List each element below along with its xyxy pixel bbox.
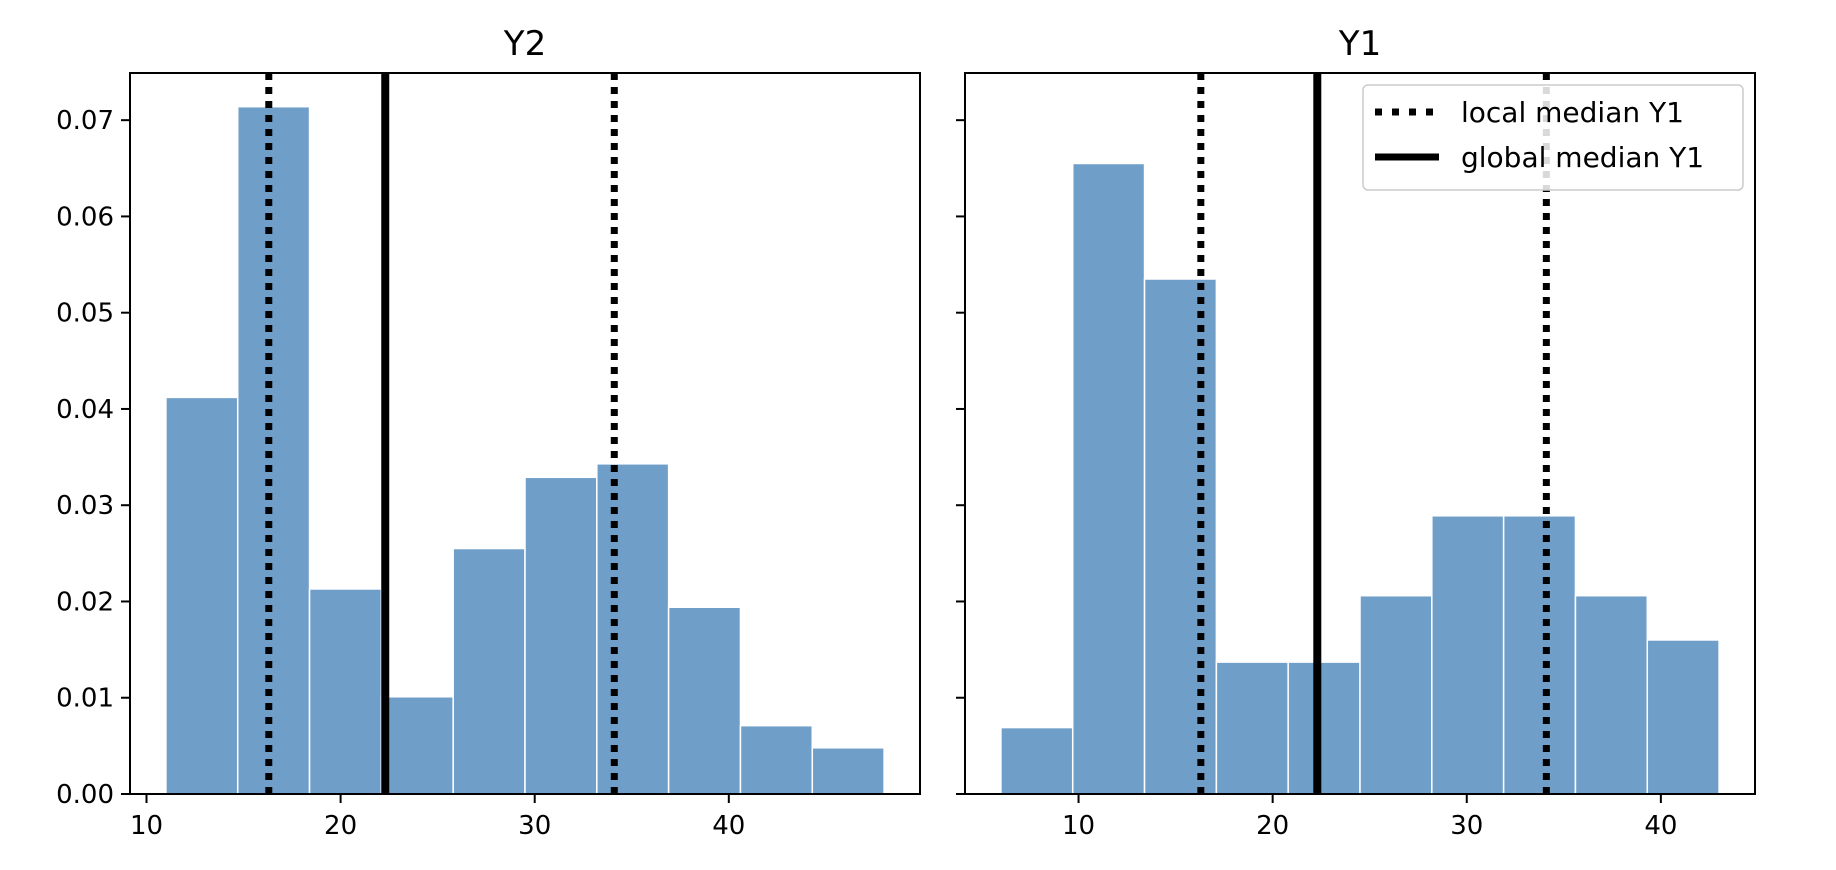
histogram-bar [1574, 594, 1649, 795]
histogram-bar [165, 396, 239, 795]
histogram-bar [1646, 639, 1720, 795]
histogram-bar [308, 588, 383, 795]
chart-title: Y2 [503, 24, 546, 64]
x-tick-label: 20 [1256, 811, 1289, 841]
x-tick-label: 40 [712, 811, 745, 841]
x-tick-label: 40 [1644, 811, 1677, 841]
x-tick-label: 10 [1062, 811, 1095, 841]
y-tick-label: 0.07 [56, 106, 114, 136]
y-tick-label: 0.03 [56, 491, 114, 521]
legend: local median Y1 global median Y1 [1362, 84, 1744, 191]
legend-label: local median Y1 [1461, 96, 1684, 129]
y-tick-label: 0.00 [56, 780, 114, 810]
histogram-bar [1359, 594, 1433, 795]
subplot-y2: Y2 10 20 30 40 0.00 0.01 0.02 0.03 0.04 0.05 0.06 0.… [56, 24, 921, 841]
histogram-bar [596, 463, 670, 795]
x-tick-label: 10 [130, 811, 163, 841]
x-tick-label: 20 [324, 811, 357, 841]
histogram-bar [1000, 726, 1074, 795]
histogram-bar [1143, 278, 1218, 795]
y-tick-label: 0.02 [56, 587, 114, 617]
subplot-y1: Y1 10 20 30 40 local median Y1 global median Y… [956, 24, 1756, 841]
axes-frame [964, 72, 1756, 795]
y-tick-label: 0.04 [56, 395, 114, 425]
axes-frame [129, 72, 921, 795]
y-tick-label: 0.06 [56, 202, 114, 232]
histogram-bar [236, 105, 311, 795]
histogram-bar [380, 696, 454, 795]
chart-title: Y1 [1338, 24, 1381, 64]
y-tick-label: 0.05 [56, 299, 114, 329]
histogram-bar [1431, 515, 1505, 795]
histogram-bar [524, 476, 598, 795]
histogram-bar [739, 724, 814, 795]
histogram-bar [667, 606, 742, 795]
histogram-bar [1502, 515, 1577, 795]
histogram-bar [1287, 661, 1361, 795]
histogram-bar [1071, 162, 1146, 795]
x-tick-label: 30 [1450, 811, 1483, 841]
histogram-bar [811, 747, 885, 795]
histogram-bar [452, 547, 526, 795]
x-tick-label: 30 [518, 811, 551, 841]
histogram-bar [1215, 661, 1289, 795]
y-tick-label: 0.01 [56, 684, 114, 714]
legend-label: global median Y1 [1461, 141, 1704, 174]
legend-box [1362, 84, 1744, 191]
